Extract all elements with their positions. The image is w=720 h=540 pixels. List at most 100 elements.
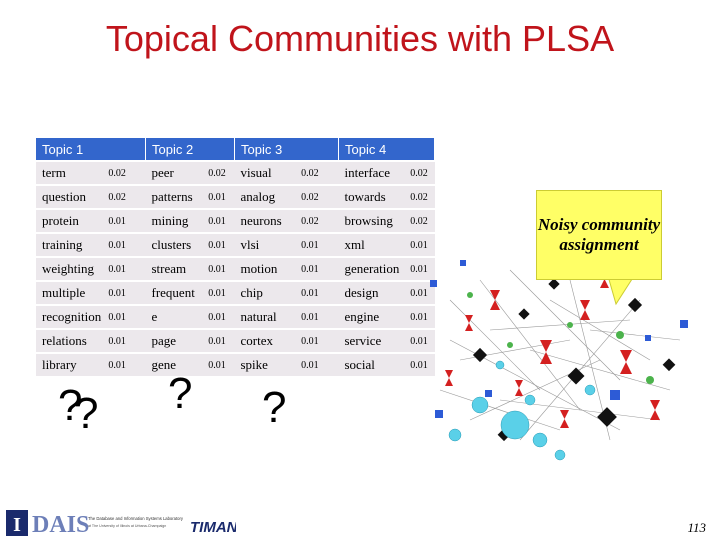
question-mark: ?	[74, 389, 99, 438]
topic-word: training	[36, 232, 109, 257]
dais-logo: I DAIS The Database and Information Syst…	[6, 510, 236, 538]
topic-word: protein	[36, 208, 109, 233]
topic-probability: 0.01	[108, 352, 146, 376]
topic-word: gene	[145, 352, 209, 376]
topic-probability: 0.01	[108, 280, 146, 305]
topic-word: browsing	[338, 208, 411, 233]
topic-probability: 0.01	[208, 208, 235, 233]
topic-probability: 0.01	[301, 328, 339, 353]
table-row: term 0.02 peer 0.02 visual 0.02 interface 0.02	[36, 160, 435, 185]
topic-word: service	[338, 328, 411, 353]
topic-probability: 0.01	[208, 256, 235, 281]
question-mark: ?	[262, 383, 287, 432]
topic-word: interface	[338, 160, 411, 185]
topic-word: spike	[234, 352, 302, 376]
topic-probability: 0.02	[301, 208, 339, 233]
header-topic-4: Topic 4	[338, 138, 435, 161]
logo-letter: I	[13, 514, 21, 536]
topic-word: towards	[338, 184, 411, 209]
topic-word: question	[36, 184, 109, 209]
table-row: relations 0.01 page 0.01 cortex 0.01 service 0.…	[36, 328, 435, 353]
topic-word: vlsi	[234, 232, 302, 257]
community-network-graph	[430, 260, 688, 461]
topic-probability: 0.01	[108, 208, 146, 233]
timan-logo: TIMAN	[190, 519, 236, 536]
topic-word: analog	[234, 184, 302, 209]
topic-probability: 0.01	[410, 232, 435, 257]
topic-probability: 0.02	[410, 184, 435, 209]
page-number: 113	[687, 520, 706, 535]
topic-probability: 0.01	[301, 280, 339, 305]
logo-name: DAIS	[32, 512, 89, 538]
topic-word: recognition	[36, 304, 109, 329]
topic-word: page	[145, 328, 209, 353]
topic-probability: 0.01	[208, 184, 235, 209]
table-row: weighting 0.01 stream 0.01 motion 0.01 generat…	[36, 256, 435, 281]
topic-table: Topic 1 Topic 2 Topic 3 Topic 4 term 0.02…	[36, 138, 435, 376]
topic-word: generation	[338, 256, 411, 281]
topic-probability: 0.01	[108, 256, 146, 281]
table-row: multiple 0.01 frequent 0.01 chip 0.01 design 0.…	[36, 280, 435, 305]
table-row: recognition 0.01 e 0.01 natural 0.01 engine 0.0…	[36, 304, 435, 329]
topic-probability: 0.01	[108, 328, 146, 353]
topic-probability: 0.02	[410, 160, 435, 185]
topic-probability: 0.01	[208, 304, 235, 329]
topic-probability: 0.01	[108, 232, 146, 257]
topic-probability: 0.02	[410, 208, 435, 233]
topic-probability: 0.01	[301, 256, 339, 281]
header-topic-1: Topic 1	[36, 138, 146, 161]
noisy-assignment-callout: Noisy community assignment	[536, 190, 662, 280]
topic-probability: 0.01	[108, 304, 146, 329]
topic-word: neurons	[234, 208, 302, 233]
logo-line-2: at The University of Illinois at Urbana-…	[88, 524, 166, 528]
topic-word: motion	[234, 256, 302, 281]
logo-line-1: The Database and Information Systems Lab…	[88, 516, 184, 521]
topic-probability: 0.02	[108, 160, 146, 185]
table-row: training 0.01 clusters 0.01 vlsi 0.01 xml 0.01	[36, 232, 435, 257]
topic-word: mining	[145, 208, 209, 233]
topic-probability: 0.02	[208, 160, 235, 185]
topic-word: social	[338, 352, 411, 376]
slide-title: Topical Communities with PLSA	[105, 18, 615, 59]
table-row: library 0.01 gene 0.01 spike 0.01 social 0.01	[36, 352, 435, 376]
topic-word: cortex	[234, 328, 302, 353]
topic-probability: 0.01	[208, 232, 235, 257]
table-row: protein 0.01 mining 0.01 neurons 0.02 browsing…	[36, 208, 435, 233]
topic-word: frequent	[145, 280, 209, 305]
topic-word: e	[145, 304, 209, 329]
topic-word: chip	[234, 280, 302, 305]
topic-probability: 0.01	[208, 328, 235, 353]
topic-word: relations	[36, 328, 109, 353]
topic-probability: 0.01	[410, 256, 435, 281]
header-topic-3: Topic 3	[234, 138, 339, 161]
topic-word: multiple	[36, 280, 109, 305]
topic-word: engine	[338, 304, 411, 329]
topic-probability: 0.01	[208, 352, 235, 376]
topic-probability: 0.01	[301, 304, 339, 329]
topic-probability: 0.01	[208, 280, 235, 305]
topic-probability: 0.02	[301, 184, 339, 209]
topic-word: stream	[145, 256, 209, 281]
header-topic-2: Topic 2	[145, 138, 235, 161]
topic-word: library	[36, 352, 109, 376]
question-mark: ?	[58, 381, 83, 430]
topic-probability: 0.02	[301, 160, 339, 185]
topic-probability: 0.01	[410, 304, 435, 329]
topic-word: peer	[145, 160, 209, 185]
table-row: question 0.02 patterns 0.01 analog 0.02 toward…	[36, 184, 435, 209]
topic-word: xml	[338, 232, 411, 257]
topic-word: natural	[234, 304, 302, 329]
topic-word: weighting	[36, 256, 109, 281]
topic-word: design	[338, 280, 411, 305]
topic-probability: 0.01	[410, 328, 435, 353]
topic-probability: 0.01	[410, 352, 435, 376]
topic-word: clusters	[145, 232, 209, 257]
question-mark: ?	[168, 369, 193, 418]
topic-probability: 0.02	[108, 184, 146, 209]
topic-word: patterns	[145, 184, 209, 209]
topic-probability: 0.01	[301, 232, 339, 257]
topic-word: visual	[234, 160, 302, 185]
topic-probability: 0.01	[301, 352, 339, 376]
topic-word: term	[36, 160, 109, 185]
table-header-row: Topic 1 Topic 2 Topic 3 Topic 4	[36, 138, 435, 161]
